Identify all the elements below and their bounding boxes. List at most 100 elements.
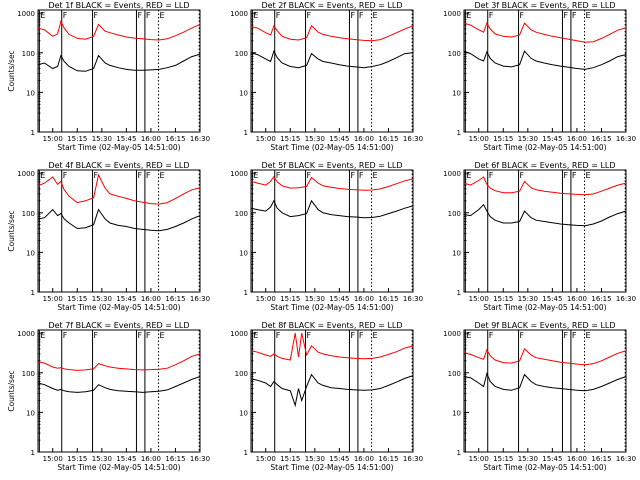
x-tick-label: 16:15 xyxy=(591,295,611,303)
panel-7: Det 7f BLACK = Events, RED = LLD 1 10 100 10… xyxy=(7,321,210,472)
time-marker-letter: F xyxy=(137,11,142,20)
series-events-line xyxy=(251,49,413,69)
series-lld-line xyxy=(38,353,200,371)
time-marker-letter: E xyxy=(586,331,591,340)
y-tick-label: 10 xyxy=(26,249,35,257)
x-axis-label: Start Time (02-May-05 14:51:00) xyxy=(57,143,180,152)
x-axis-label: Start Time (02-May-05 14:51:00) xyxy=(270,303,393,312)
y-tick-label: 100 xyxy=(448,210,461,218)
y-tick-label: 1000 xyxy=(17,330,35,338)
x-tick-label: 16:30 xyxy=(403,295,423,303)
time-marker-letter: E xyxy=(253,331,258,340)
time-marker-letter: E xyxy=(160,331,165,340)
x-tick-label: 16:15 xyxy=(591,455,611,463)
series-lld-line xyxy=(251,175,413,191)
plot-frame xyxy=(37,169,201,293)
time-marker-letter: E xyxy=(466,171,471,180)
time-marker-letter: F xyxy=(307,11,312,20)
x-tick-label: 16:00 xyxy=(141,455,161,463)
y-tick-label: 1000 xyxy=(443,330,461,338)
x-axis-label: Start Time (02-May-05 14:51:00) xyxy=(270,463,393,472)
x-tick-label: 16:00 xyxy=(354,455,374,463)
y-tick-label: 100 xyxy=(22,370,35,378)
time-marker-letter: F xyxy=(137,331,142,340)
time-marker-letter: F xyxy=(520,171,525,180)
time-marker-letter: F xyxy=(307,331,312,340)
x-tick-label: 15:30 xyxy=(305,135,325,143)
time-marker-letter: E xyxy=(160,11,165,20)
y-tick-label: 1 xyxy=(457,449,461,457)
panel-6: Det 6f BLACK = Events, RED = LLD 1 10 100 10… xyxy=(443,161,636,312)
time-marker-letter: F xyxy=(572,171,577,180)
time-marker-letter: F xyxy=(489,171,494,180)
panel-8: Det 8f BLACK = Events, RED = LLD 1 10 100 10… xyxy=(230,321,423,472)
time-marker-letter: F xyxy=(94,171,99,180)
y-tick-label: 10 xyxy=(26,409,35,417)
x-tick-label: 15:00 xyxy=(256,455,276,463)
x-tick-label: 16:30 xyxy=(190,295,210,303)
x-tick-label: 16:00 xyxy=(354,135,374,143)
x-tick-label: 15:00 xyxy=(469,295,489,303)
chart-title: Det 2f BLACK = Events, RED = LLD xyxy=(261,1,402,10)
y-axis-label: Counts/sec xyxy=(7,210,16,251)
series-lld-line xyxy=(464,348,626,366)
time-marker-letter: F xyxy=(350,171,355,180)
chart-title: Det 5f BLACK = Events, RED = LLD xyxy=(261,161,402,170)
series-events-line xyxy=(464,203,626,227)
time-marker-letter: F xyxy=(572,11,577,20)
y-tick-label: 1000 xyxy=(443,10,461,18)
x-tick-label: 15:45 xyxy=(329,455,349,463)
time-marker-letter: F xyxy=(146,171,151,180)
time-marker-letter: F xyxy=(563,171,568,180)
x-axis-label: Start Time (02-May-05 14:51:00) xyxy=(270,143,393,152)
x-tick-label: 15:00 xyxy=(43,455,63,463)
time-marker-letter: E xyxy=(586,11,591,20)
x-tick-label: 15:00 xyxy=(256,135,276,143)
x-tick-label: 16:30 xyxy=(616,295,636,303)
y-tick-label: 10 xyxy=(239,249,248,257)
time-marker-letter: F xyxy=(359,171,364,180)
y-tick-label: 100 xyxy=(235,210,248,218)
time-marker-letter: F xyxy=(359,11,364,20)
time-marker-letter: F xyxy=(63,171,68,180)
time-marker-letter: E xyxy=(40,11,45,20)
x-tick-label: 15:15 xyxy=(280,455,300,463)
time-marker-letter: E xyxy=(160,171,165,180)
series-events-line xyxy=(38,376,200,393)
plot-frame xyxy=(37,329,201,453)
x-tick-label: 15:15 xyxy=(67,135,87,143)
chart-title: Det 8f BLACK = Events, RED = LLD xyxy=(261,321,402,330)
x-tick-label: 16:30 xyxy=(616,135,636,143)
y-tick-label: 100 xyxy=(22,50,35,58)
time-marker-letter: E xyxy=(466,11,471,20)
y-tick-label: 1000 xyxy=(17,10,35,18)
x-tick-label: 15:30 xyxy=(518,135,538,143)
y-tick-label: 1 xyxy=(31,449,35,457)
series-events-line xyxy=(251,199,413,219)
y-tick-label: 10 xyxy=(26,89,35,97)
y-tick-label: 1 xyxy=(457,129,461,137)
panel-5: Det 5f BLACK = Events, RED = LLD 1 10 100 10… xyxy=(230,161,423,312)
x-tick-label: 15:45 xyxy=(116,135,136,143)
time-marker-letter: F xyxy=(307,171,312,180)
x-tick-label: 16:30 xyxy=(403,135,423,143)
x-tick-label: 15:30 xyxy=(92,295,112,303)
x-tick-label: 15:15 xyxy=(493,455,513,463)
series-events-line xyxy=(38,208,200,232)
x-tick-label: 16:15 xyxy=(378,455,398,463)
x-tick-label: 16:30 xyxy=(190,455,210,463)
y-tick-label: 1000 xyxy=(17,170,35,178)
series-events-line xyxy=(251,373,413,408)
plot-frame xyxy=(250,169,414,293)
x-tick-label: 16:00 xyxy=(567,295,587,303)
series-lld-line xyxy=(464,21,626,43)
x-tick-label: 15:00 xyxy=(469,135,489,143)
series-lld-line xyxy=(464,176,626,196)
x-tick-label: 15:30 xyxy=(518,455,538,463)
time-marker-letter: F xyxy=(94,331,99,340)
y-tick-label: 100 xyxy=(448,50,461,58)
y-tick-label: 1 xyxy=(457,289,461,297)
plot-frame xyxy=(37,9,201,133)
x-tick-label: 16:00 xyxy=(567,135,587,143)
time-marker-letter: F xyxy=(137,171,142,180)
